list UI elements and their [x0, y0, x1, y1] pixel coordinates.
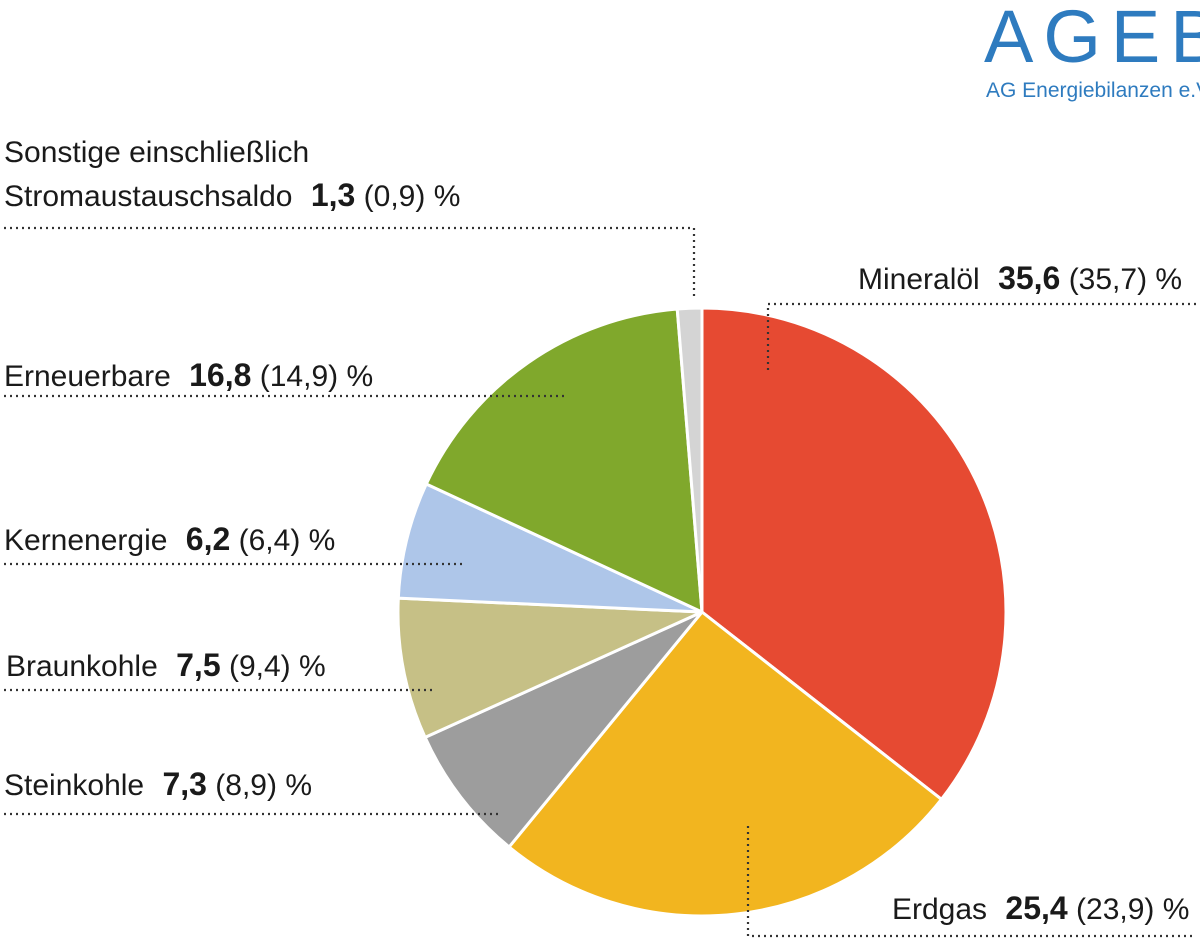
label-erneuerbare: Erneuerbare 16,8 (14,9) % — [4, 359, 373, 392]
unit-steinkohle: % — [285, 769, 312, 802]
unit-mineraloel: % — [1155, 263, 1183, 296]
prev-braunkohle: (9,4) — [228, 650, 291, 683]
leader-mineraloel — [766, 302, 1196, 372]
pie-slice-erdgas — [507, 610, 943, 918]
prev-steinkohle: (8,9) — [215, 769, 277, 802]
leader-sonstige — [4, 226, 696, 300]
ageb-logo: AGEB — [984, 0, 1200, 78]
ageb-logo-subtitle: AG Energiebilanzen e.V. — [986, 79, 1200, 102]
pie-slice-erneuerbare — [424, 307, 704, 614]
label-braunkohle: Braunkohle 7,5 (9,4) % — [6, 649, 326, 682]
unit-erneuerbare: % — [346, 360, 374, 393]
unit-braunkohle: % — [298, 650, 326, 683]
prev-kernenergie: (6,4) — [238, 524, 301, 557]
label-erdgas-name: Erdgas — [892, 893, 988, 926]
unit-sonstige: % — [433, 180, 461, 213]
prev-erdgas: (23,9) — [1076, 893, 1155, 926]
label-sonstige-line2: Stromaustauschsaldo — [4, 180, 293, 213]
label-erneuerbare-name: Erneuerbare — [4, 360, 171, 393]
leader-erdgas — [746, 826, 1196, 938]
prev-sonstige: (0,9) — [363, 180, 426, 213]
label-sonstige: Stromaustauschsaldo 1,3 (0,9) % — [4, 179, 460, 212]
label-sonstige-line1: Sonstige einschließlich — [4, 136, 310, 169]
pie-slice-braunkohle — [396, 596, 704, 739]
label-erdgas: Erdgas 25,4 (23,9) % — [892, 892, 1189, 925]
value-erneuerbare: 16,8 — [189, 357, 252, 393]
label-steinkohle-name: Steinkohle — [4, 769, 145, 802]
label-mineraloel-name: Mineralöl — [858, 263, 980, 296]
value-steinkohle: 7,3 — [162, 766, 207, 802]
value-sonstige: 1,3 — [310, 177, 356, 213]
label-steinkohle: Steinkohle 7,3 (8,9) % — [4, 768, 312, 801]
value-braunkohle: 7,5 — [176, 647, 221, 683]
value-kernenergie: 6,2 — [185, 521, 231, 557]
pie-slice-kernenergie — [396, 482, 704, 614]
pie-slice-sonstige — [675, 306, 704, 614]
value-mineraloel: 35,6 — [998, 260, 1061, 296]
label-mineraloel: Mineralöl 35,6 (35,7) % — [858, 262, 1182, 295]
label-kernenergie: Kernenergie 6,2 (6,4) % — [4, 523, 335, 556]
pie-slice-steinkohle — [423, 610, 704, 849]
value-erdgas: 25,4 — [1005, 890, 1068, 926]
pie-slice-mineraloel — [700, 306, 1008, 801]
prev-mineraloel: (35,7) — [1068, 263, 1148, 296]
label-braunkohle-name: Braunkohle — [6, 650, 158, 683]
unit-kernenergie: % — [308, 524, 336, 557]
label-kernenergie-name: Kernenergie — [4, 524, 168, 557]
unit-erdgas: % — [1162, 893, 1190, 926]
prev-erneuerbare: (14,9) — [259, 360, 339, 393]
